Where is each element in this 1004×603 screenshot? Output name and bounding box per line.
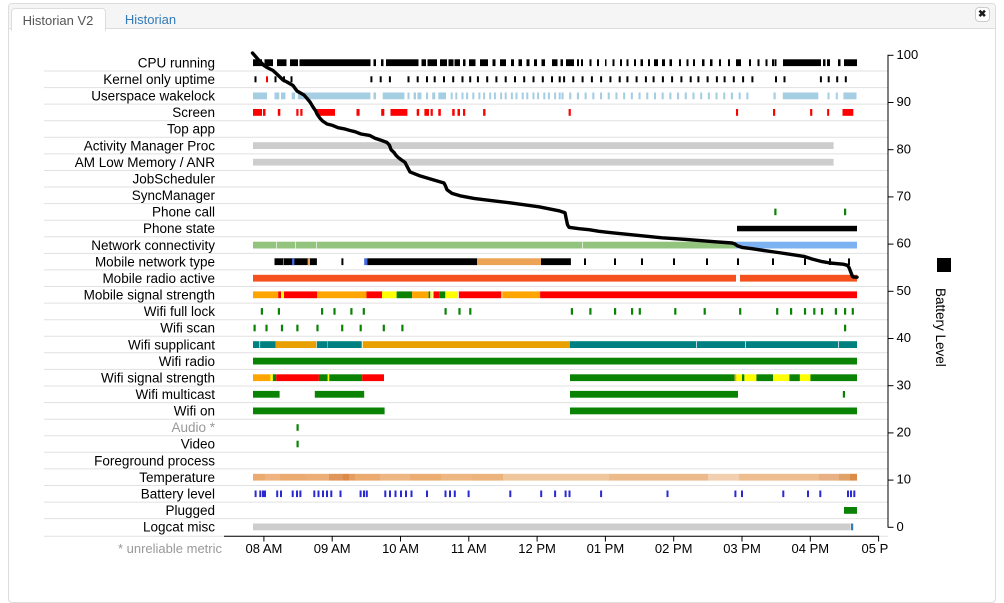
svg-text:20: 20 [897,425,911,440]
svg-text:Logcat misc: Logcat misc [143,520,215,535]
svg-text:30: 30 [897,377,911,392]
svg-text:Mobile network type: Mobile network type [95,254,215,269]
svg-text:Foreground process: Foreground process [94,453,215,468]
svg-text:Mobile signal strength: Mobile signal strength [84,288,215,303]
svg-text:Wifi multicast: Wifi multicast [135,387,215,402]
svg-text:Battery level: Battery level [141,487,215,502]
svg-text:12 PM: 12 PM [518,541,556,556]
svg-text:CPU running: CPU running [138,55,215,70]
svg-text:0: 0 [897,519,904,534]
svg-text:Activity Manager Proc: Activity Manager Proc [84,138,216,153]
svg-text:Temperature: Temperature [139,470,215,485]
svg-text:40: 40 [897,330,911,345]
svg-text:Wifi signal strength: Wifi signal strength [101,370,215,385]
svg-text:05 P: 05 P [862,541,889,556]
svg-text:70: 70 [897,189,911,204]
svg-text:09 AM: 09 AM [314,541,351,556]
svg-text:100: 100 [897,47,919,62]
svg-text:Battery Level: Battery Level [933,288,948,367]
svg-text:03 PM: 03 PM [723,541,761,556]
svg-text:SyncManager: SyncManager [132,188,216,203]
svg-text:AM Low Memory / ANR: AM Low Memory / ANR [75,155,216,170]
svg-text:50: 50 [897,283,911,298]
svg-text:Top app: Top app [167,122,215,137]
svg-text:10 AM: 10 AM [382,541,419,556]
svg-text:Kernel only uptime: Kernel only uptime [103,72,215,87]
svg-text:90: 90 [897,94,911,109]
svg-text:10: 10 [897,472,911,487]
svg-text:Wifi radio: Wifi radio [159,354,215,369]
svg-text:04 PM: 04 PM [792,541,830,556]
svg-text:Wifi scan: Wifi scan [160,321,215,336]
svg-text:Wifi full lock: Wifi full lock [144,304,216,319]
svg-text:01 PM: 01 PM [587,541,625,556]
svg-text:Video: Video [181,437,215,452]
svg-text:08 AM: 08 AM [245,541,282,556]
svg-text:Phone state: Phone state [143,221,215,236]
svg-text:Audio *: Audio * [171,420,215,435]
svg-text:60: 60 [897,236,911,251]
svg-text:11 AM: 11 AM [451,541,487,556]
svg-text:Plugged: Plugged [165,503,215,518]
svg-text:Userspace wakelock: Userspace wakelock [91,89,215,104]
svg-text:Mobile radio active: Mobile radio active [102,271,215,286]
svg-text:Wifi on: Wifi on [174,404,215,419]
svg-text:02 PM: 02 PM [655,541,693,556]
svg-text:JobScheduler: JobScheduler [132,172,215,187]
svg-text:Phone call: Phone call [152,205,215,220]
svg-text:Network connectivity: Network connectivity [91,238,215,253]
svg-text:Screen: Screen [172,105,215,120]
svg-text:* unreliable metric: * unreliable metric [118,541,223,556]
svg-text:80: 80 [897,141,911,156]
svg-text:Wifi supplicant: Wifi supplicant [128,337,215,352]
